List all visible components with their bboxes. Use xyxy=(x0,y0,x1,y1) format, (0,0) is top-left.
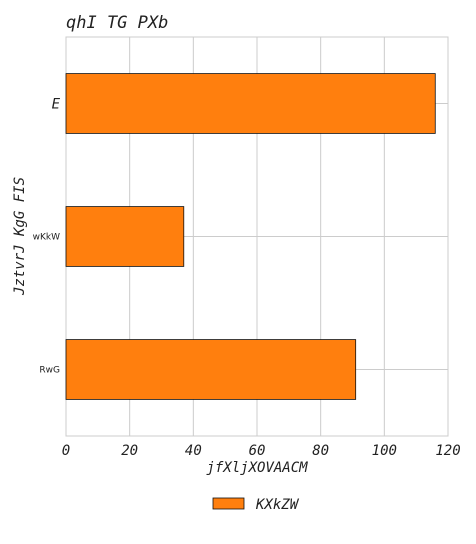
chart-title: qhI TG PXb xyxy=(66,13,168,33)
bar-wKkW xyxy=(65,206,185,267)
x-tick-label-0: 0 xyxy=(62,443,70,459)
y-tick-label-RwG: RwG xyxy=(39,366,60,376)
y-tick-label-wKkW: wKkW xyxy=(33,233,60,243)
x-tick-label-2: 40 xyxy=(185,443,202,459)
x-axis-label: jfXljXOVAACM xyxy=(206,460,308,476)
y-axis-label: JztvrJ KgG FIS xyxy=(12,177,28,296)
x-tick-label-4: 80 xyxy=(312,443,329,459)
x-tick-label-6: 120 xyxy=(435,443,460,459)
x-tick-label-1: 20 xyxy=(121,443,138,459)
x-tick-labels: 0 20 40 60 80 100 120 xyxy=(62,443,461,459)
bars xyxy=(65,73,436,400)
legend: KXkZW xyxy=(212,497,300,513)
legend-swatch xyxy=(212,497,245,510)
x-tick-label-5: 100 xyxy=(372,443,397,459)
y-tick-label-E: E xyxy=(52,97,61,113)
bar-RwG xyxy=(65,339,357,400)
x-tick-label-3: 60 xyxy=(249,443,266,459)
bar-E xyxy=(65,73,436,134)
legend-label: KXkZW xyxy=(255,497,300,513)
